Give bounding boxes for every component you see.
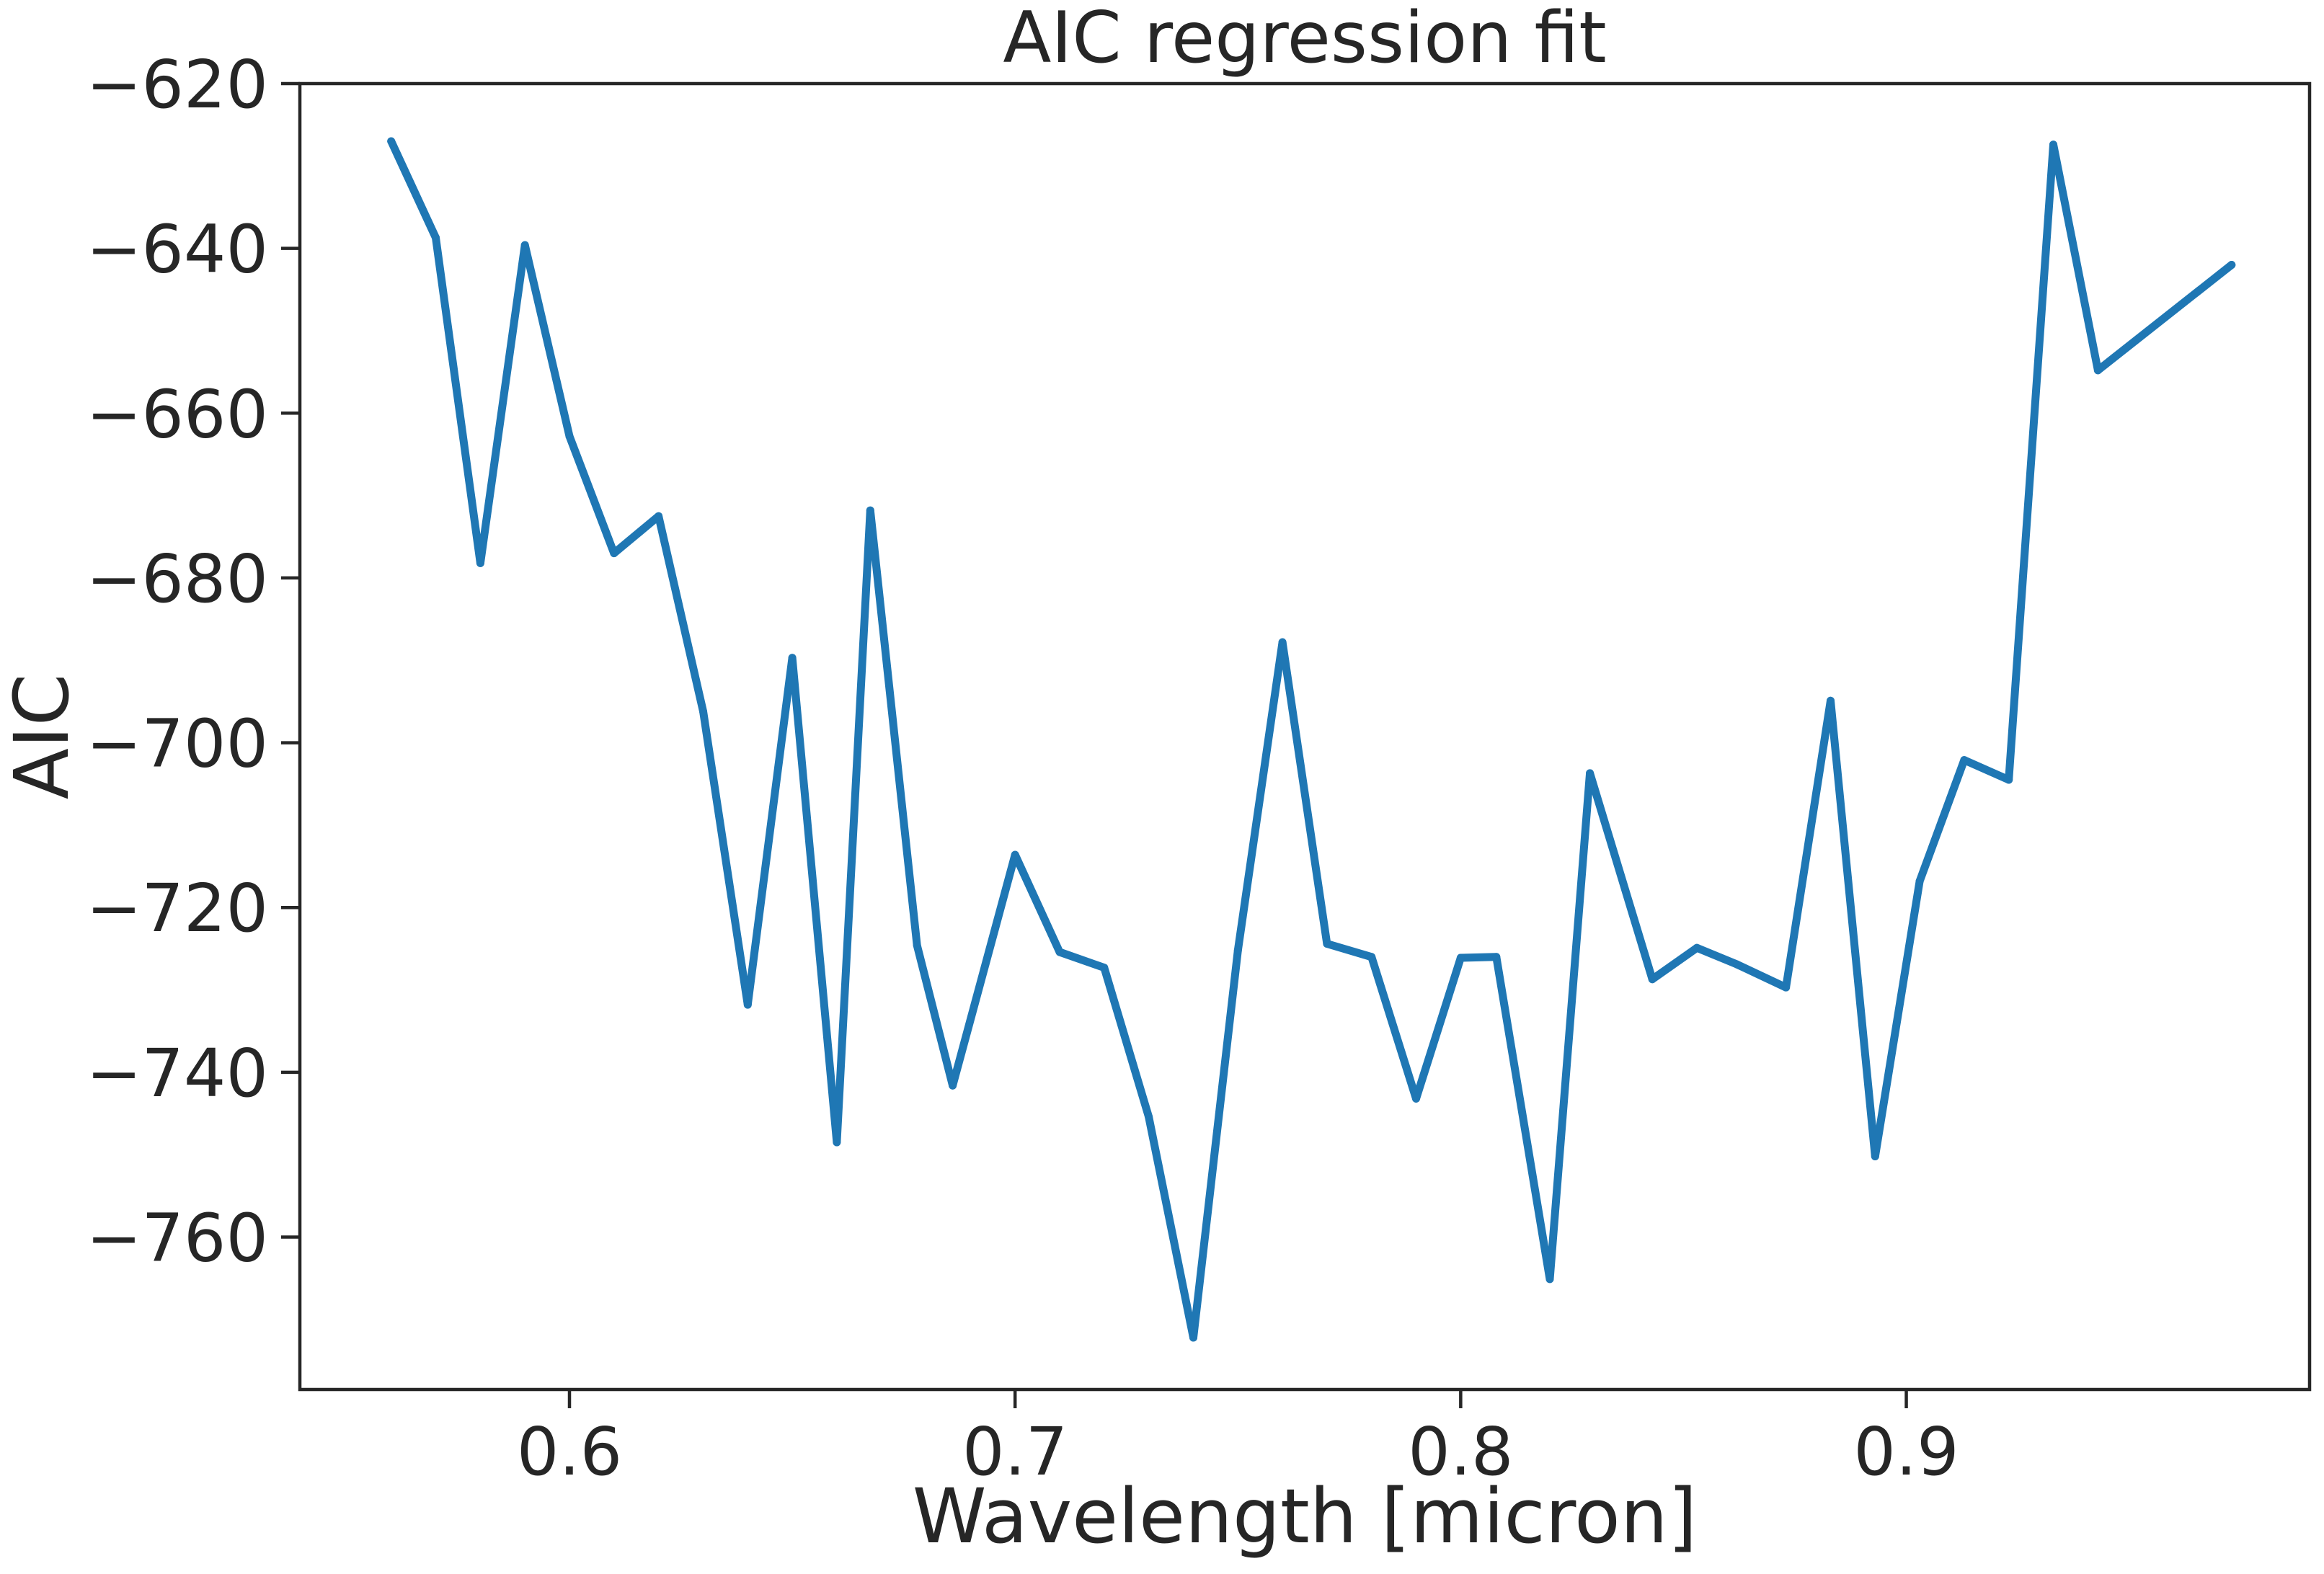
y-tick-label: −700	[86, 706, 268, 783]
aic-data-point	[1827, 697, 1835, 705]
aic-data-point	[1056, 948, 1064, 956]
aic-data-point	[699, 708, 707, 716]
y-tick-label: −620	[86, 46, 268, 123]
aic-data-point	[1011, 851, 1019, 859]
aic-data-point	[1960, 756, 1968, 764]
aic-data-point	[1782, 984, 1790, 992]
aic-data-point	[1492, 953, 1500, 961]
x-axis-label: Wavelength [micron]	[913, 1472, 1698, 1560]
aic-data-point	[432, 234, 440, 241]
aic-data-point	[1279, 639, 1287, 646]
aic-data-point	[476, 559, 484, 567]
aic-data-point	[521, 241, 529, 249]
aic-data-point	[1693, 944, 1701, 952]
aic-data-point	[1871, 1152, 1879, 1160]
aic-data-point	[610, 549, 618, 557]
aic-data-point	[1733, 961, 1741, 969]
aic-data-point	[1586, 769, 1594, 777]
aic-data-point	[1100, 964, 1108, 971]
aic-data-point	[949, 1082, 957, 1090]
aic-data-point	[789, 654, 797, 662]
aic-data-point	[866, 507, 874, 515]
y-tick-label: −760	[86, 1200, 268, 1277]
aic-data-point	[1457, 954, 1465, 962]
aic-data-point	[1367, 953, 1375, 961]
aic-data-point	[1145, 1113, 1153, 1121]
aic-data-point	[744, 1001, 752, 1009]
aic-data-point	[2005, 776, 2013, 784]
aic-data-point	[387, 138, 395, 146]
chart-title: AIC regression fit	[1003, 0, 1606, 79]
aic-data-point	[1649, 975, 1656, 983]
aic-data-point	[1412, 1095, 1420, 1103]
aic-data-point	[655, 512, 662, 520]
aic-data-point	[1189, 1334, 1197, 1342]
x-tick-label: 0.9	[1853, 1413, 1959, 1490]
y-tick-label: −680	[86, 541, 268, 618]
aic-data-point	[566, 432, 574, 440]
aic-data-point	[2227, 261, 2235, 269]
y-tick-label: −660	[86, 375, 268, 453]
aic-data-point	[1234, 946, 1242, 954]
aic-data-point	[833, 1139, 841, 1147]
y-tick-label: −740	[86, 1035, 268, 1112]
x-tick-label: 0.6	[517, 1413, 622, 1490]
y-tick-label: −720	[86, 870, 268, 947]
aic-data-point	[913, 941, 921, 949]
aic-data-point	[2094, 366, 2102, 374]
aic-data-point	[1323, 940, 1331, 948]
y-tick-label: −640	[86, 211, 268, 288]
aic-data-point	[2049, 141, 2057, 148]
aic-data-point	[1916, 877, 1924, 885]
y-axis-label: AIC	[0, 674, 86, 799]
aic-data-point	[1546, 1275, 1554, 1283]
